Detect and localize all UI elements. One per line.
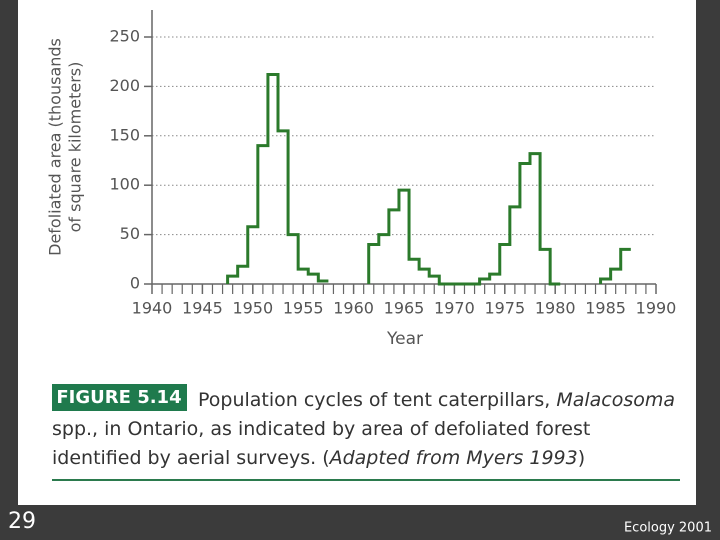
y-tick-label: 250 [109,27,140,46]
caption-line: Population cycles of tent caterpillars, … [198,389,675,411]
y-tick-label: 200 [109,76,140,95]
y-tick-label: 150 [109,125,140,144]
x-tick-label: 1950 [232,299,273,318]
y-axis-label: Defoliated area (thousands of square kil… [46,38,85,256]
y-tick-label: 50 [120,224,140,243]
caption-run: Population cycles of tent caterpillars, [198,389,556,411]
x-tick-label: 1980 [535,299,576,318]
y-axis-label-line: Defoliated area (thousands [46,38,65,256]
caption-run: identified by aerial surveys. ( [52,447,330,469]
x-tick-label: 1985 [585,299,626,318]
x-tick-label: 1990 [636,299,677,318]
caption-run: spp., in Ontario, as indicated by area o… [52,418,590,440]
x-axis-label: Year [386,329,423,349]
data-line [599,247,631,284]
slide-number: 29 [8,509,36,534]
x-tick-label: 1960 [333,299,374,318]
figure-label-box [52,384,187,411]
x-tick-label: 1940 [132,299,173,318]
y-tick-label: 0 [130,274,140,293]
data-line [367,152,561,286]
caption-run: Adapted from Myers 1993 [328,447,578,469]
footer: Ecology 2001 [624,521,712,536]
x-tick-label: 1965 [384,299,425,318]
caption-line: spp., in Ontario, as indicated by area o… [52,418,590,440]
caption: Population cycles of tent caterpillars, … [52,389,675,469]
caption-run: ) [578,447,585,469]
figure-label: FIGURE 5.14 [56,387,181,408]
x-tick-label: 1970 [434,299,475,318]
data-line [226,73,329,284]
caption-line: identified by aerial surveys. (Adapted f… [52,447,585,469]
x-tick-label: 1975 [484,299,525,318]
y-tick-label: 100 [109,175,140,194]
x-tick-label: 1955 [283,299,324,318]
plot: 0 50 100 150 200 250 1940 1945 1950 1955 1960 1965 1… [109,10,676,318]
x-tick-label: 1945 [182,299,223,318]
figure-panel [18,0,696,505]
y-axis-label-line: of square kilometers) [66,62,85,233]
caption-run: Malacosoma [556,389,675,411]
